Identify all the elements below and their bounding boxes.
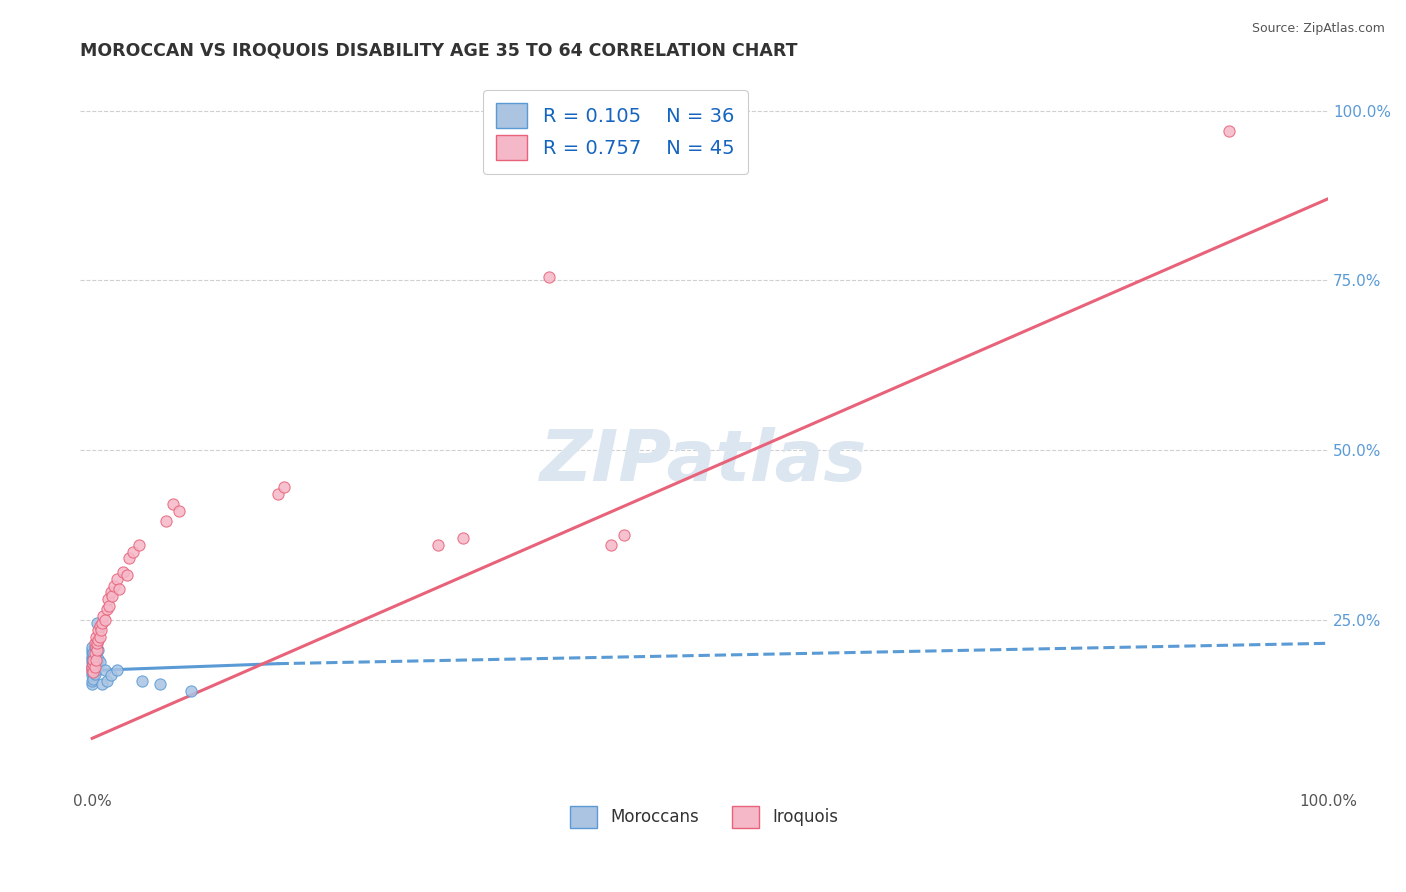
Point <box>103 579 125 593</box>
Point <box>600 538 623 552</box>
Point <box>86 636 108 650</box>
Point <box>82 652 104 666</box>
Point <box>112 565 135 579</box>
Point <box>82 647 104 661</box>
Point <box>84 630 107 644</box>
Point <box>162 497 184 511</box>
Point <box>89 655 111 669</box>
Point <box>100 668 122 682</box>
Point <box>82 673 104 688</box>
Point <box>91 677 114 691</box>
Point <box>82 664 104 678</box>
Point <box>82 661 104 675</box>
Point <box>82 673 104 687</box>
Point <box>105 572 128 586</box>
Point <box>100 585 122 599</box>
Point <box>84 640 107 654</box>
Point <box>82 643 104 657</box>
Point <box>91 615 114 630</box>
Point <box>131 673 153 688</box>
Point <box>86 657 108 671</box>
Point <box>87 623 110 637</box>
Point <box>427 538 450 552</box>
Text: ZIPatlas: ZIPatlas <box>540 427 868 496</box>
Point <box>82 665 104 680</box>
Point <box>128 538 150 552</box>
Point <box>83 647 105 661</box>
Text: MOROCCAN VS IROQUOIS DISABILITY AGE 35 TO 64 CORRELATION CHART: MOROCCAN VS IROQUOIS DISABILITY AGE 35 T… <box>80 42 797 60</box>
Point <box>87 632 110 647</box>
Point <box>108 582 131 596</box>
Point <box>84 653 107 667</box>
Point <box>93 664 115 678</box>
Point <box>84 664 107 678</box>
Point <box>538 269 561 284</box>
Point <box>98 599 121 613</box>
Point <box>167 504 190 518</box>
Point <box>149 677 172 691</box>
Point <box>613 527 636 541</box>
Point <box>105 664 128 678</box>
Point <box>1218 124 1240 138</box>
Point <box>82 657 104 671</box>
Point <box>451 531 474 545</box>
Point <box>97 592 120 607</box>
Point <box>84 653 107 667</box>
Point <box>83 666 105 681</box>
Point <box>155 514 177 528</box>
Point <box>101 589 124 603</box>
Point <box>83 660 105 674</box>
Point <box>180 683 202 698</box>
Point <box>118 551 141 566</box>
Point <box>83 652 105 666</box>
Point <box>96 673 118 688</box>
Point <box>273 480 295 494</box>
Point <box>82 649 104 664</box>
Point <box>266 487 288 501</box>
Point <box>86 615 108 630</box>
Point <box>82 640 104 654</box>
Point <box>89 630 111 644</box>
Point <box>91 609 114 624</box>
Point <box>122 544 145 558</box>
Point <box>83 660 105 674</box>
Point <box>83 636 105 650</box>
Legend: Moroccans, Iroquois: Moroccans, Iroquois <box>564 799 845 834</box>
Point <box>96 602 118 616</box>
Point <box>115 568 138 582</box>
Point <box>82 658 104 673</box>
Point <box>82 655 104 669</box>
Point <box>83 640 105 654</box>
Point <box>82 677 104 691</box>
Point <box>82 665 104 680</box>
Point <box>82 653 104 667</box>
Point <box>82 668 104 682</box>
Point <box>87 652 110 666</box>
Point <box>82 647 104 661</box>
Point <box>89 619 111 633</box>
Point <box>87 643 110 657</box>
Point <box>82 649 104 664</box>
Point <box>82 660 104 674</box>
Point <box>90 623 112 637</box>
Point <box>82 664 104 678</box>
Point <box>93 613 115 627</box>
Point <box>82 657 104 671</box>
Point <box>86 643 108 657</box>
Text: Source: ZipAtlas.com: Source: ZipAtlas.com <box>1251 22 1385 36</box>
